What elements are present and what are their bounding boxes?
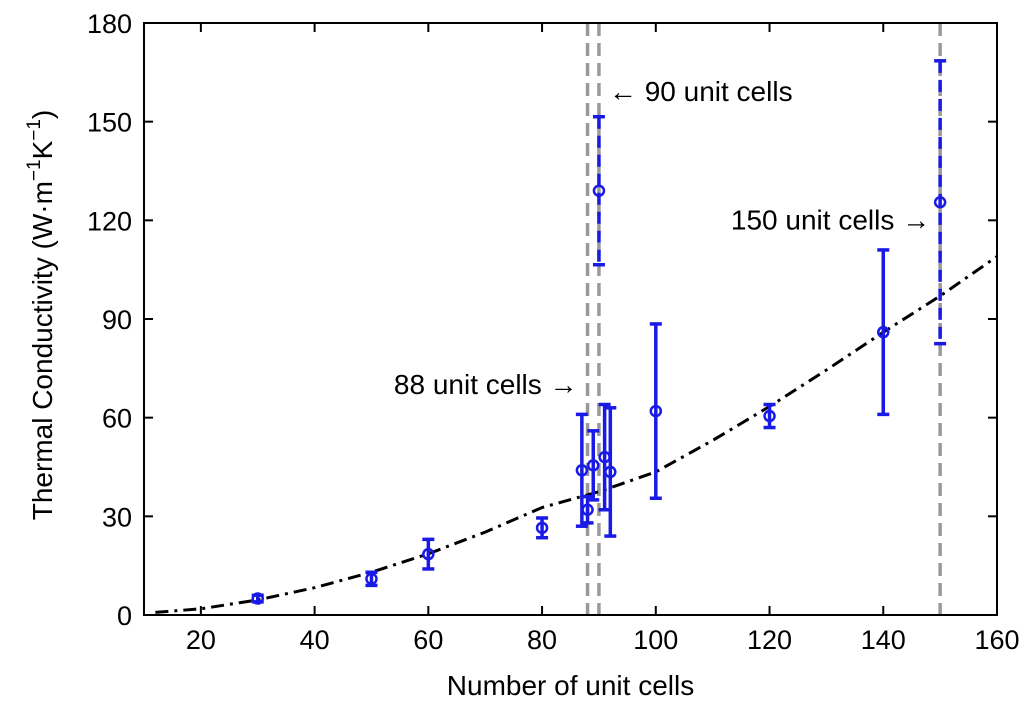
x-tick-label: 160 [974, 625, 1019, 655]
y-tick-label: 60 [102, 404, 132, 434]
data-point [535, 516, 549, 540]
y-axis-label-sup2: −1 [24, 119, 45, 141]
axis-ticks: 20 40 60 80 100 120 140 160 0 30 60 90 120 150 180 [87, 9, 1020, 655]
data-marker [365, 572, 378, 586]
plot-frame [143, 22, 998, 616]
data-marker [575, 464, 589, 477]
data-point [649, 322, 663, 500]
data-points-layer [251, 59, 947, 605]
y-axis-label-sup1: −1 [24, 159, 45, 181]
x-tick-label: 120 [747, 625, 792, 655]
data-marker [422, 547, 435, 561]
y-tick-label: 120 [87, 206, 132, 236]
data-marker [877, 325, 890, 339]
y-tick-label: 150 [87, 108, 132, 138]
x-tick-label: 100 [633, 625, 678, 655]
vertical-reference-lines [585, 23, 942, 615]
y-axis-label-mid: K [27, 140, 58, 159]
data-marker [251, 592, 264, 605]
data-marker [535, 521, 549, 535]
data-point [877, 248, 890, 417]
y-tick-label: 0 [117, 601, 132, 631]
data-point [422, 537, 435, 571]
x-tick-label: 140 [861, 625, 906, 655]
y-tick-label: 180 [87, 9, 132, 39]
data-marker [581, 503, 594, 517]
data-point [604, 406, 617, 538]
data-marker [649, 404, 663, 418]
data-marker [586, 459, 600, 472]
fit-curve-layer [155, 255, 998, 614]
annotation-label: ← 90 unit cells [609, 76, 793, 107]
annotation-label: 88 unit cells → [394, 369, 578, 400]
data-marker [592, 184, 606, 197]
y-axis-label: Thermal Conductivity (W·m−1K−1) [24, 110, 58, 521]
data-marker [933, 195, 947, 209]
fit-curve-line [155, 255, 998, 614]
data-point [586, 429, 600, 502]
x-tick-label: 40 [300, 625, 330, 655]
data-point [592, 114, 606, 267]
x-tick-label: 80 [527, 625, 557, 655]
data-marker [604, 465, 617, 479]
x-tick-label: 60 [413, 625, 443, 655]
y-axis-label-main: Thermal Conductivity (W·m [27, 181, 58, 520]
data-point [365, 570, 378, 588]
data-marker [763, 409, 776, 423]
x-tick-label: 20 [186, 625, 216, 655]
y-tick-label: 30 [102, 502, 132, 532]
data-point [763, 402, 776, 430]
annotation-label: 150 unit cells → [731, 204, 930, 235]
data-point [251, 592, 264, 605]
annotations-layer: ← 90 unit cells 150 unit cells → 88 unit c… [394, 76, 930, 400]
y-tick-label: 90 [102, 305, 132, 335]
y-axis-label-close: ) [27, 110, 58, 119]
data-point [933, 59, 947, 346]
x-axis-label: Number of unit cells [447, 670, 694, 701]
